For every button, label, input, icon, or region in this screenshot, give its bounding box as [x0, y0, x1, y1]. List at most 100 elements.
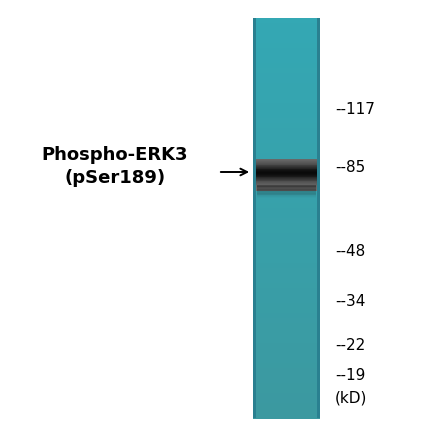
Bar: [253, 403, 320, 408]
Text: --117: --117: [335, 102, 375, 117]
Bar: [256, 173, 317, 175]
Bar: [253, 303, 320, 309]
Bar: [253, 53, 320, 59]
Bar: [253, 343, 320, 348]
Bar: [257, 191, 316, 193]
Bar: [256, 172, 317, 174]
Bar: [253, 338, 320, 344]
Bar: [253, 298, 320, 303]
Bar: [256, 176, 317, 178]
Bar: [256, 174, 317, 176]
Bar: [253, 368, 320, 374]
Bar: [253, 293, 320, 299]
Bar: [253, 123, 320, 128]
Text: --22: --22: [335, 339, 365, 354]
Bar: [253, 408, 320, 414]
Bar: [256, 168, 317, 170]
Bar: [256, 161, 317, 162]
Text: --34: --34: [335, 295, 365, 310]
Bar: [257, 187, 316, 189]
Bar: [253, 288, 320, 294]
Bar: [253, 68, 320, 74]
Bar: [253, 28, 320, 34]
Bar: [253, 23, 320, 29]
Bar: [257, 190, 316, 192]
Bar: [253, 263, 320, 269]
Bar: [253, 183, 320, 188]
Bar: [253, 328, 320, 333]
Text: (pSer189): (pSer189): [64, 169, 165, 187]
Bar: [253, 253, 320, 258]
Bar: [253, 313, 320, 318]
Bar: [253, 38, 320, 44]
Bar: [256, 185, 317, 186]
Bar: [256, 183, 317, 184]
Bar: [256, 161, 317, 162]
Bar: [253, 48, 320, 53]
Bar: [256, 188, 317, 189]
Bar: [253, 128, 320, 134]
Bar: [253, 113, 320, 119]
Bar: [256, 171, 317, 172]
Bar: [253, 243, 320, 248]
Bar: [256, 166, 317, 167]
Bar: [256, 179, 317, 180]
Bar: [256, 160, 317, 161]
Bar: [256, 176, 317, 177]
Bar: [253, 248, 320, 254]
Bar: [253, 178, 320, 183]
Bar: [256, 175, 317, 176]
Bar: [256, 180, 317, 181]
Bar: [253, 233, 320, 239]
Bar: [253, 138, 320, 143]
Bar: [256, 172, 317, 173]
Bar: [257, 194, 316, 196]
Bar: [253, 308, 320, 314]
Bar: [253, 198, 320, 203]
Text: --19: --19: [335, 367, 365, 382]
Bar: [253, 413, 320, 419]
Bar: [256, 189, 317, 191]
Bar: [256, 159, 317, 160]
Bar: [253, 88, 320, 93]
Bar: [256, 168, 317, 169]
Bar: [256, 178, 317, 179]
Bar: [256, 182, 317, 183]
Text: Phospho-ERK3: Phospho-ERK3: [42, 146, 188, 164]
Bar: [256, 170, 317, 171]
Bar: [256, 163, 317, 164]
Bar: [253, 333, 320, 339]
Bar: [257, 185, 316, 187]
Bar: [253, 268, 320, 273]
Bar: [253, 143, 320, 149]
Bar: [257, 194, 316, 195]
Bar: [253, 133, 320, 138]
Bar: [253, 108, 320, 113]
Bar: [253, 203, 320, 209]
Text: (kD): (kD): [335, 390, 367, 406]
Bar: [257, 196, 316, 198]
Bar: [253, 98, 320, 104]
Bar: [253, 148, 320, 153]
Bar: [253, 238, 320, 243]
Bar: [253, 373, 320, 378]
Bar: [253, 83, 320, 89]
Bar: [256, 181, 317, 182]
Bar: [253, 283, 320, 288]
Bar: [253, 73, 320, 78]
Bar: [253, 173, 320, 179]
Bar: [253, 43, 320, 49]
Bar: [257, 195, 316, 197]
Bar: [257, 188, 316, 190]
Bar: [253, 63, 320, 68]
Bar: [253, 103, 320, 108]
Bar: [256, 184, 317, 185]
Bar: [253, 398, 320, 404]
Bar: [253, 363, 320, 369]
Bar: [253, 358, 320, 363]
Text: --85: --85: [335, 161, 365, 176]
Bar: [257, 185, 316, 187]
Bar: [253, 228, 320, 233]
Bar: [256, 186, 317, 187]
Bar: [257, 193, 316, 194]
